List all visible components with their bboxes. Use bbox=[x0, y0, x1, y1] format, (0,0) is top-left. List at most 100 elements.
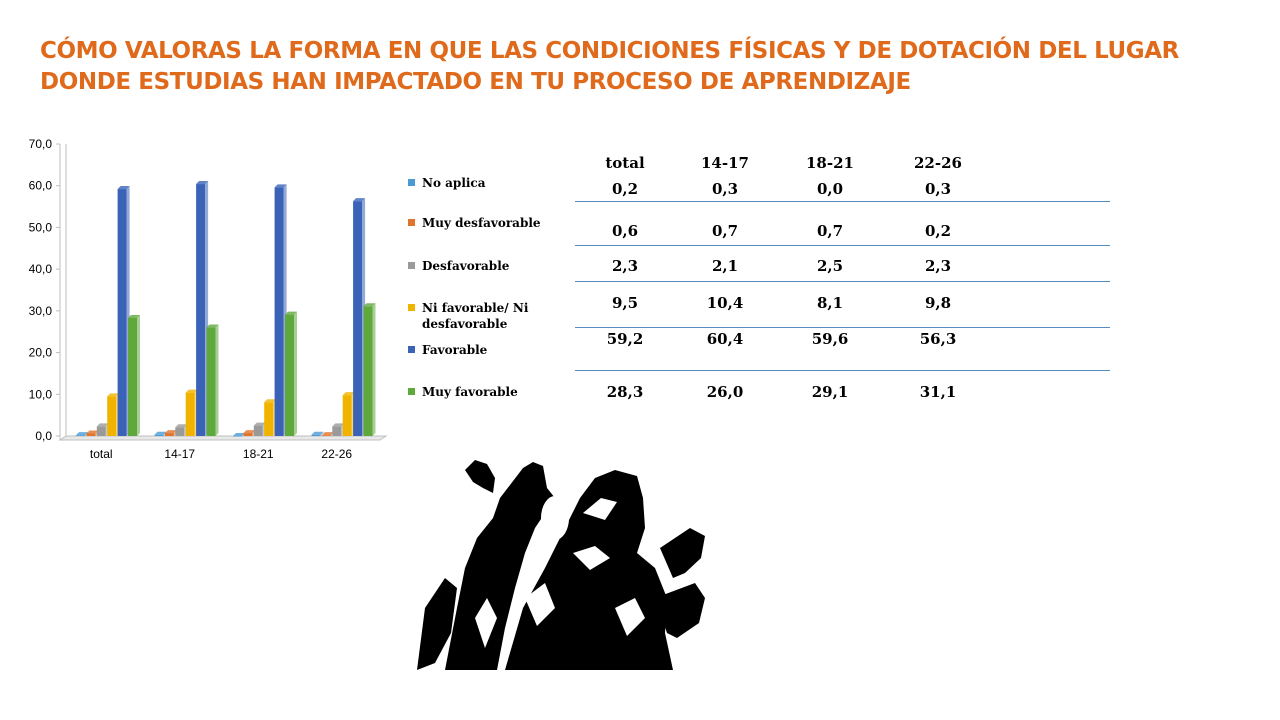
y-tick-label: 30,0 bbox=[29, 304, 53, 318]
bar-top bbox=[196, 181, 209, 185]
table-cell: 28,3 bbox=[606, 383, 644, 401]
bar bbox=[128, 317, 137, 436]
bar bbox=[175, 427, 185, 436]
bar-top bbox=[353, 198, 366, 202]
bar bbox=[196, 184, 206, 436]
bar-side bbox=[294, 311, 297, 436]
y-tick-label: 10,0 bbox=[29, 387, 53, 401]
slide-title: CÓMO VALORAS LA FORMA EN QUE LAS CONDICI… bbox=[40, 36, 1260, 98]
table-row-divider bbox=[575, 327, 1110, 328]
bar bbox=[107, 396, 117, 436]
table-column-header: 22-26 bbox=[914, 154, 962, 172]
table-row-divider bbox=[575, 201, 1110, 202]
bar bbox=[185, 392, 195, 436]
title-line-2: DONDE ESTUDIAS HAN IMPACTADO EN TU PROCE… bbox=[40, 69, 911, 95]
bar-side bbox=[215, 324, 219, 436]
y-tick-label: 0,0 bbox=[35, 429, 52, 443]
table-cell: 0,2 bbox=[611, 180, 639, 198]
legend-label: Desfavorable bbox=[422, 259, 510, 273]
data-table: total 14-17 18-21 22-26 No aplica 0,2 0,3 0,0 0,… bbox=[400, 150, 1120, 410]
table-cell: 0,2 bbox=[924, 222, 952, 240]
bar-top bbox=[285, 311, 297, 315]
bar bbox=[311, 434, 321, 436]
y-tick-label: 60,0 bbox=[29, 179, 53, 193]
legend-label: Muy desfavorable bbox=[422, 216, 541, 230]
bar bbox=[342, 395, 352, 436]
legend-color-key bbox=[408, 304, 415, 311]
bar-top bbox=[332, 423, 345, 427]
legend-label: Favorable bbox=[422, 343, 488, 357]
bar-top bbox=[128, 314, 140, 318]
table-row-divider bbox=[575, 370, 1110, 371]
bar-top bbox=[175, 424, 188, 428]
bar bbox=[76, 435, 85, 436]
bar bbox=[164, 433, 174, 436]
bar-top bbox=[185, 389, 198, 393]
table-row-divider bbox=[575, 245, 1110, 246]
x-tick-label: 22-26 bbox=[321, 447, 352, 461]
table-cell: 26,0 bbox=[706, 383, 744, 401]
legend-color-key bbox=[408, 388, 415, 395]
table-cell: 10,4 bbox=[706, 294, 744, 312]
legend-color-key bbox=[408, 219, 415, 226]
bar-top bbox=[363, 303, 376, 307]
bar-side bbox=[372, 303, 376, 436]
bar-top bbox=[321, 432, 334, 436]
bar bbox=[253, 425, 263, 436]
table-cell: 9,5 bbox=[611, 294, 639, 312]
table-cell: 0,6 bbox=[611, 222, 639, 240]
bar bbox=[274, 187, 284, 436]
table-cell: 0,3 bbox=[924, 180, 952, 198]
table-cell: 0,3 bbox=[711, 180, 739, 198]
y-tick-label: 20,0 bbox=[29, 346, 53, 360]
table-cell: 0,7 bbox=[711, 222, 739, 240]
table-cell: 0,7 bbox=[816, 222, 844, 240]
bar bbox=[264, 402, 274, 436]
bar bbox=[86, 433, 96, 436]
title-line-1: CÓMO VALORAS LA FORMA EN QUE LAS CONDICI… bbox=[40, 38, 1179, 64]
bar-top bbox=[342, 392, 355, 396]
bar-side bbox=[320, 431, 324, 436]
table-cell: 59,2 bbox=[606, 330, 644, 348]
table-cell: 2,3 bbox=[924, 257, 952, 275]
table-row-divider bbox=[575, 281, 1110, 282]
x-tick-label: total bbox=[90, 447, 113, 461]
legend-color-key bbox=[408, 179, 415, 186]
bar-top bbox=[274, 184, 287, 188]
bar bbox=[206, 327, 216, 436]
table-cell: 9,8 bbox=[924, 294, 952, 312]
y-tick-label: 50,0 bbox=[29, 220, 53, 234]
bar bbox=[233, 436, 242, 437]
legend-label: No aplica bbox=[422, 176, 486, 190]
table-cell: 2,3 bbox=[611, 257, 639, 275]
bar bbox=[285, 314, 294, 436]
table-cell: 31,1 bbox=[919, 383, 957, 401]
bar-top bbox=[76, 432, 88, 436]
bar bbox=[353, 201, 363, 436]
screaming-person-silhouette bbox=[417, 460, 705, 670]
bar-chart: 0,0 10,0 20,0 30,0 40,0 50,0 60,0 70,0 total 14-1… bbox=[29, 137, 388, 461]
bar-top bbox=[154, 431, 167, 435]
table-cell: 2,5 bbox=[816, 257, 844, 275]
table-cell: 59,6 bbox=[811, 330, 849, 348]
table-cell: 2,1 bbox=[711, 257, 739, 275]
bar bbox=[96, 426, 106, 436]
bar-top bbox=[233, 433, 245, 436]
bar bbox=[243, 433, 253, 436]
bar bbox=[332, 426, 342, 436]
bar-top bbox=[264, 399, 277, 403]
table-cell: 56,3 bbox=[919, 330, 957, 348]
bar bbox=[321, 435, 331, 436]
legend-color-key bbox=[408, 346, 415, 353]
x-tick-label: 14-17 bbox=[164, 447, 195, 461]
bar-top bbox=[253, 422, 266, 426]
y-tick-label: 70,0 bbox=[29, 137, 53, 151]
bar bbox=[117, 189, 127, 436]
table-cell: 0,0 bbox=[816, 180, 844, 198]
bar bbox=[154, 434, 164, 436]
bar bbox=[363, 306, 373, 436]
bar-top bbox=[96, 423, 109, 427]
bar-top bbox=[206, 324, 219, 328]
bar-top bbox=[243, 430, 256, 434]
table-column-header: 14-17 bbox=[701, 154, 749, 172]
